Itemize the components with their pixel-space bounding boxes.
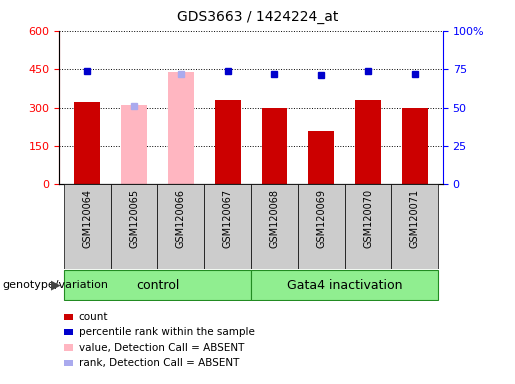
Text: GSM120067: GSM120067 (222, 189, 233, 248)
Bar (308, 131, 334, 184)
Text: GDS3663 / 1424224_at: GDS3663 / 1424224_at (177, 10, 338, 23)
Bar (345, 184, 391, 269)
Bar (75, 103, 100, 184)
Bar (251, 184, 298, 269)
Text: GSM120065: GSM120065 (129, 189, 139, 248)
Bar (64, 184, 111, 269)
Text: GSM120064: GSM120064 (82, 189, 92, 248)
Bar (64, 270, 251, 300)
Bar (402, 108, 427, 184)
Bar (262, 108, 287, 184)
Bar (111, 184, 158, 269)
Text: Gata4 inactivation: Gata4 inactivation (287, 279, 402, 291)
Text: GSM120066: GSM120066 (176, 189, 186, 248)
Bar (298, 184, 345, 269)
Text: percentile rank within the sample: percentile rank within the sample (79, 327, 255, 337)
Bar (215, 100, 241, 184)
Bar (168, 72, 194, 184)
Text: GSM120070: GSM120070 (363, 189, 373, 248)
Bar (391, 184, 438, 269)
Text: value, Detection Call = ABSENT: value, Detection Call = ABSENT (79, 343, 244, 353)
Text: GSM120071: GSM120071 (410, 189, 420, 248)
Text: rank, Detection Call = ABSENT: rank, Detection Call = ABSENT (79, 358, 239, 368)
Bar (158, 184, 204, 269)
Bar (355, 100, 381, 184)
Text: genotype/variation: genotype/variation (3, 280, 109, 290)
Bar (121, 105, 147, 184)
Text: GSM120069: GSM120069 (316, 189, 326, 248)
Text: count: count (79, 312, 108, 322)
Text: ▶: ▶ (51, 278, 60, 291)
Text: GSM120068: GSM120068 (269, 189, 280, 248)
Bar (251, 270, 438, 300)
Text: control: control (136, 279, 179, 291)
Bar (204, 184, 251, 269)
